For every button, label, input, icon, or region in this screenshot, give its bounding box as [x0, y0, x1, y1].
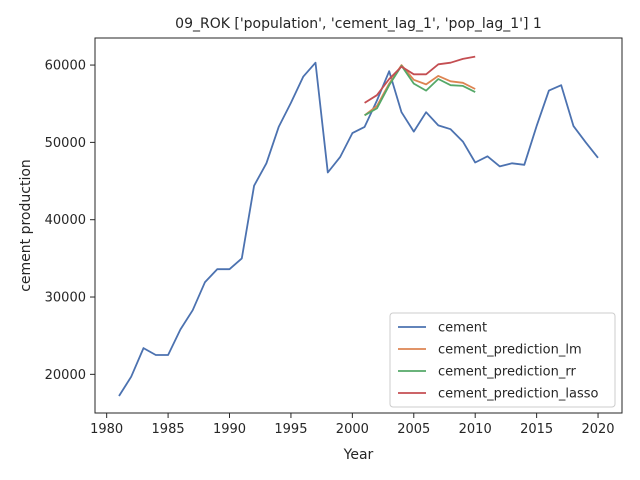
x-tick-label: 2020: [581, 422, 614, 437]
y-tick-label: 50000: [45, 136, 86, 151]
x-tick-label: 1980: [90, 422, 123, 437]
x-tick-label: 1990: [213, 422, 246, 437]
series-line-cement: [118, 61, 599, 397]
y-tick-label: 40000: [45, 213, 86, 228]
legend-label: cement: [438, 321, 487, 336]
y-tick-label: 20000: [45, 368, 86, 383]
y-tick-label: 30000: [45, 291, 86, 306]
x-tick-label: 2010: [459, 422, 492, 437]
x-axis-label: Year: [343, 447, 374, 463]
x-axis: 1980 1985 1990 1995 2000 2005 2010 2015 2020: [90, 413, 615, 437]
series-line-cement-prediction-rr: [364, 64, 476, 117]
chart-title: 09_ROK ['population', 'cement_lag_1', 'p…: [175, 16, 542, 32]
y-tick-label: 60000: [45, 59, 86, 74]
x-tick-label: 1985: [152, 422, 185, 437]
y-axis: 20000 30000 40000 50000 60000: [45, 59, 95, 383]
legend-box: [389, 312, 616, 408]
x-tick-label: 2005: [397, 422, 430, 437]
legend-label: cement_prediction_lasso: [438, 387, 598, 402]
legend-label: cement_prediction_rr: [438, 365, 576, 380]
plot-frame: [94, 37, 623, 414]
legend: cement cement_prediction_lm cement_predict…: [389, 312, 616, 408]
legend-label: cement_prediction_lm: [438, 343, 582, 358]
x-tick-label: 2015: [520, 422, 553, 437]
series-line-cement-prediction-lm: [364, 64, 476, 117]
plot-lines: [118, 55, 599, 397]
y-axis-label: cement production: [18, 159, 34, 292]
series-line-cement-prediction-lasso: [364, 55, 476, 104]
x-tick-label: 1995: [274, 422, 307, 437]
x-tick-label: 2000: [336, 422, 369, 437]
